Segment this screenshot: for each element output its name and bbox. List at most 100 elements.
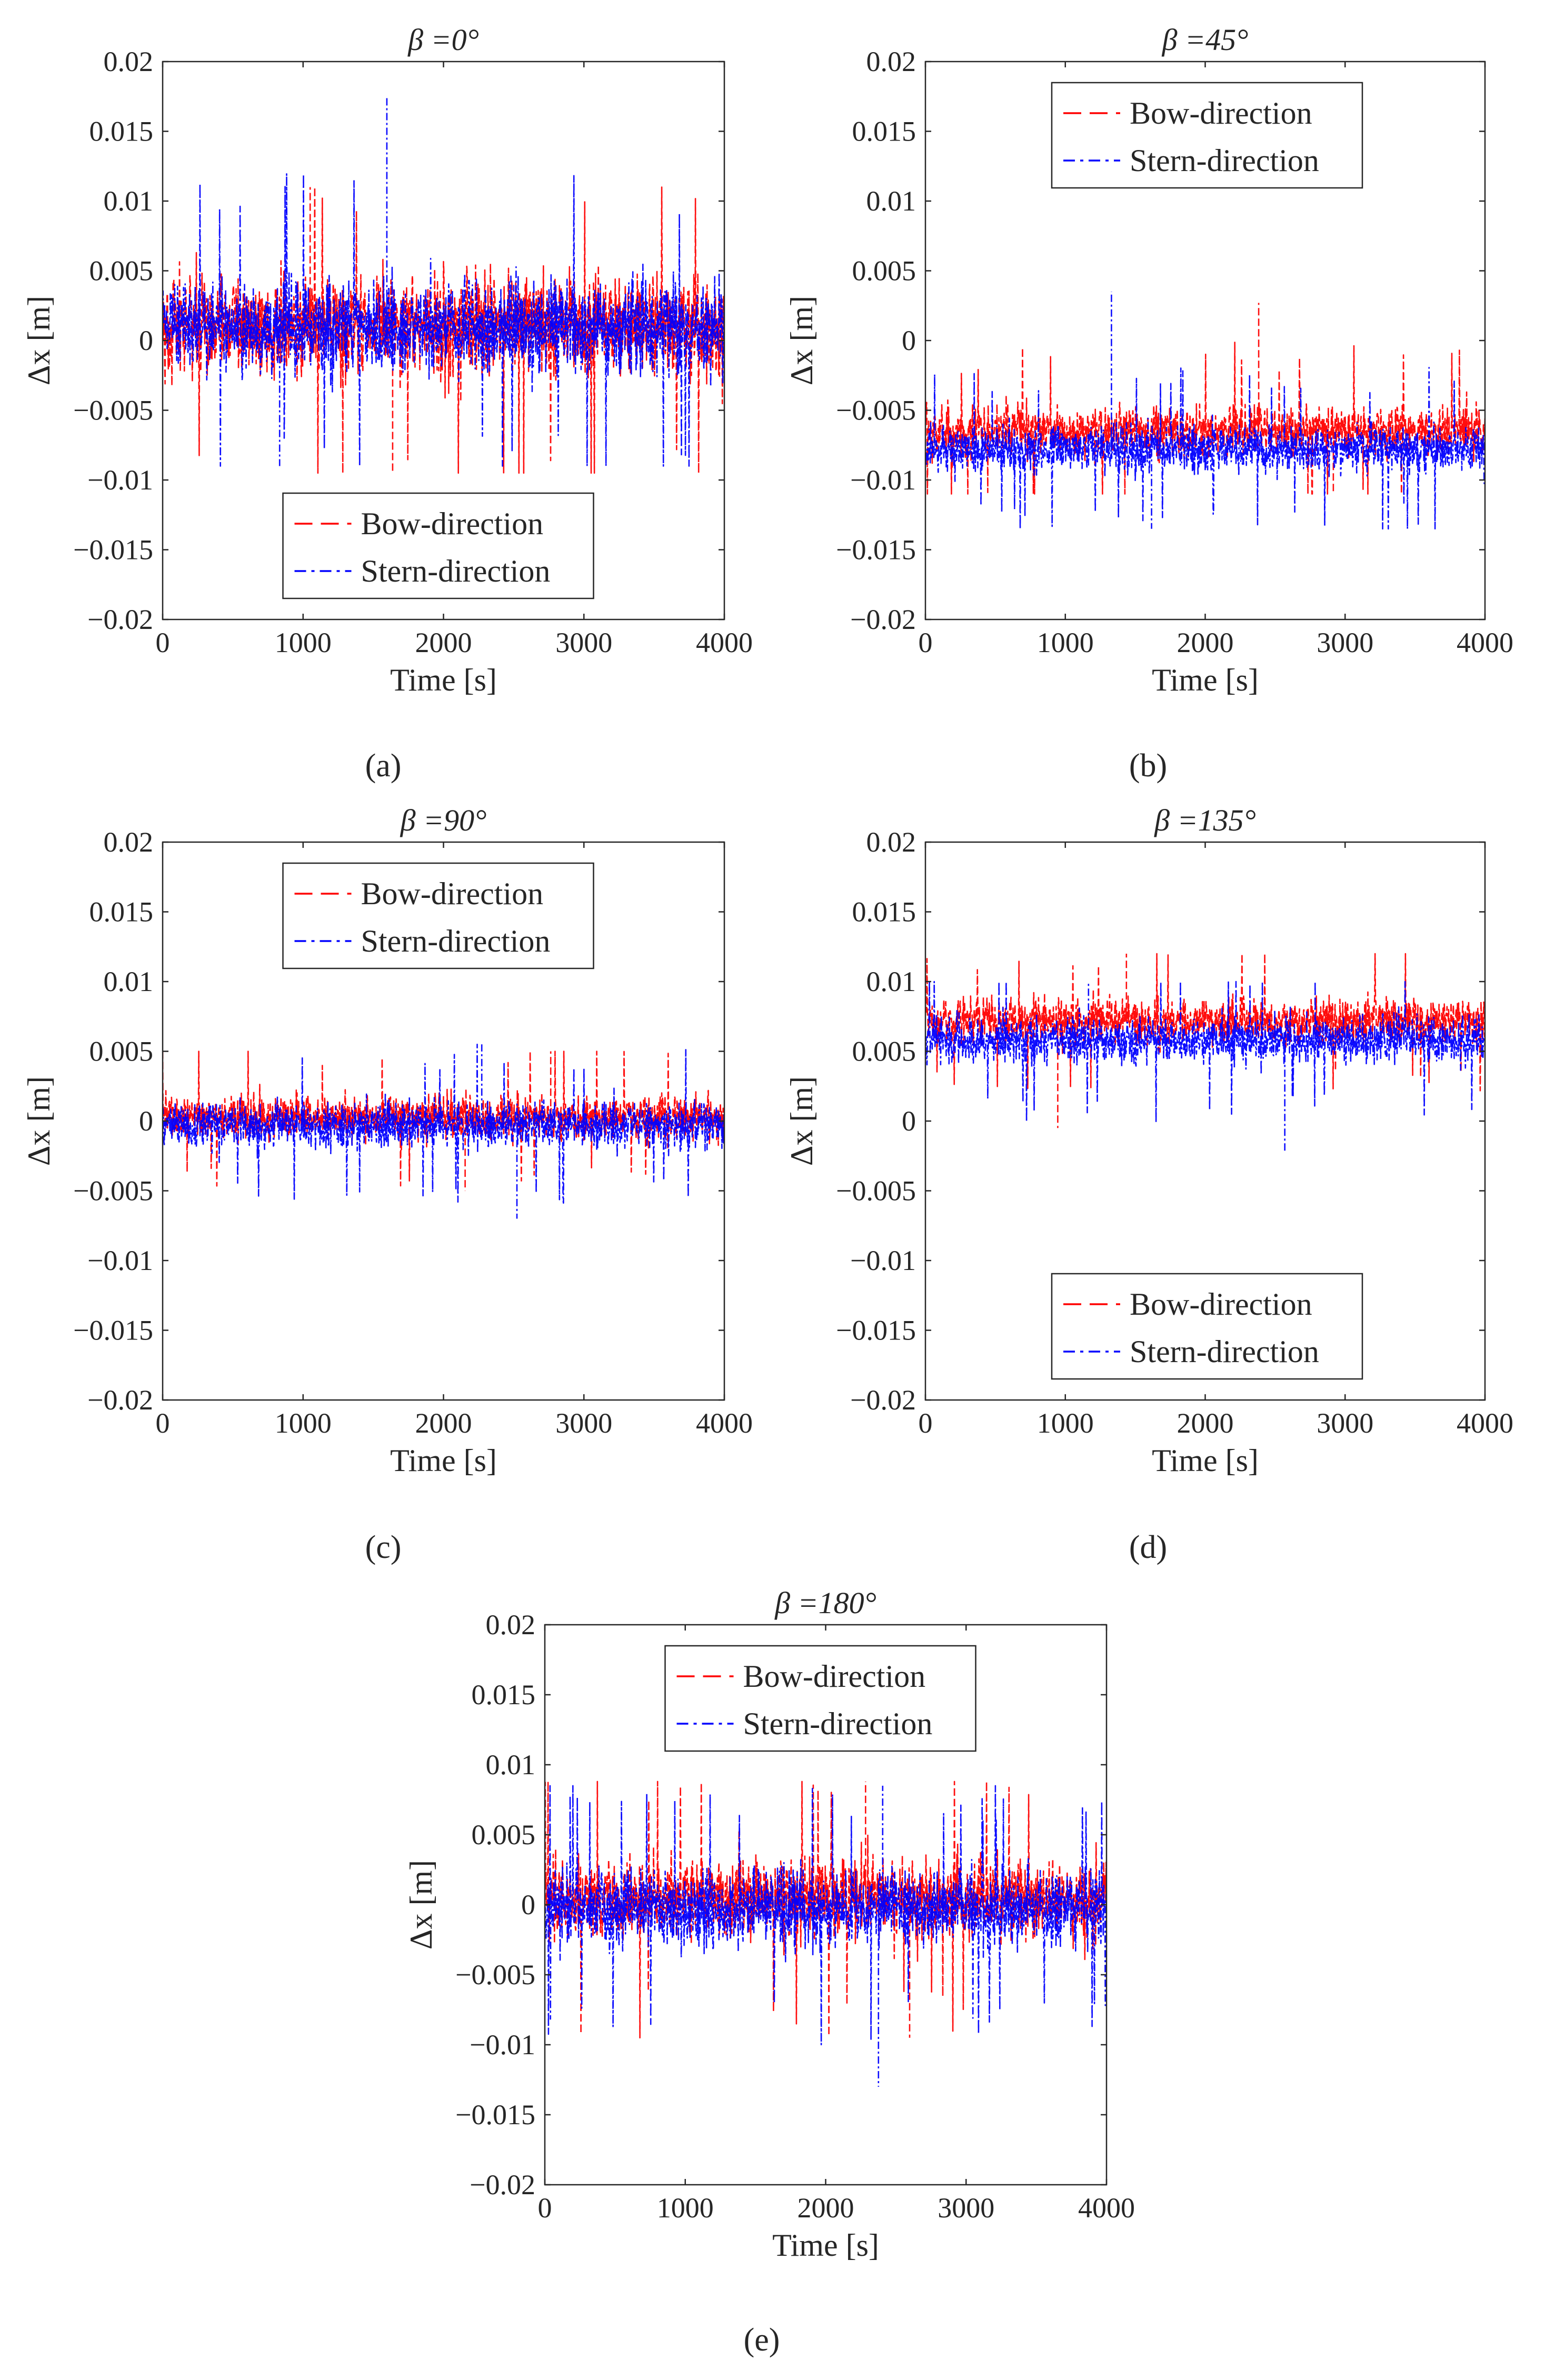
y-tick-label: −0.01 — [87, 464, 153, 496]
chart-panel-c: 0 1000 2000 3000 4000 −0.02 −0.015 −0.01 −0.005 0… — [22, 803, 753, 1565]
y-tick-label: 0 — [902, 1105, 916, 1137]
y-axis-label: Δx [m] — [22, 1076, 56, 1166]
legend-box — [282, 492, 594, 599]
y-axis-label: Δx [m] — [22, 296, 56, 385]
legend-label-bow: Bow-direction — [1130, 1287, 1312, 1322]
y-tick-label: 0 — [139, 1105, 153, 1137]
y-tick-label: 0.02 — [104, 826, 154, 858]
x-axis-label: Time [s] — [390, 663, 497, 697]
chart-title: β =180° — [774, 1586, 876, 1620]
x-tick-label: 3000 — [1317, 627, 1373, 658]
legend-label-stern: Stern-direction — [1130, 1334, 1319, 1369]
y-tick-label: 0.005 — [89, 255, 154, 287]
series-group — [163, 96, 724, 474]
series-line-stern — [925, 292, 1485, 530]
legend: Bow-direction Stern-direction — [282, 862, 594, 969]
x-tick-label: 2000 — [798, 2192, 854, 2224]
x-tick-label: 0 — [156, 1407, 170, 1439]
y-tick-label: 0.01 — [104, 185, 154, 217]
chart-panel-b: 0 1000 2000 3000 4000 −0.02 −0.015 −0.01 −0.005 0… — [784, 23, 1513, 784]
y-tick-label: 0.02 — [866, 826, 916, 858]
chart-title: β =135° — [1154, 803, 1256, 837]
y-tick-label: −0.005 — [836, 1175, 916, 1207]
legend-label-bow: Bow-direction — [1130, 96, 1312, 131]
y-axis-label: Δx [m] — [784, 1076, 819, 1166]
x-tick-label: 4000 — [1457, 627, 1513, 658]
legend-box — [1051, 82, 1363, 189]
panel-caption: (c) — [365, 1529, 402, 1565]
series-group — [925, 953, 1485, 1153]
y-tick-label: −0.01 — [87, 1245, 153, 1276]
legend-label-stern: Stern-direction — [361, 924, 551, 958]
y-axis-label: Δx [m] — [784, 296, 819, 385]
y-tick-label: 0.01 — [866, 966, 916, 997]
x-tick-label: 2000 — [415, 1407, 472, 1439]
y-tick-label: 0.02 — [104, 46, 154, 77]
x-axis-label: Time [s] — [390, 1443, 497, 1478]
y-tick-label: 0.015 — [89, 896, 154, 928]
y-tick-label: −0.01 — [850, 464, 916, 496]
series-line-stern — [163, 1044, 724, 1219]
y-tick-label: 0.005 — [472, 1819, 536, 1851]
y-tick-label: −0.005 — [73, 1175, 153, 1207]
y-tick-label: −0.015 — [836, 534, 916, 566]
y-tick-label: −0.02 — [850, 1384, 916, 1416]
y-tick-label: 0 — [521, 1889, 535, 1921]
y-tick-label: 0.02 — [486, 1609, 536, 1641]
x-axis-label: Time [s] — [1152, 663, 1259, 697]
y-tick-label: 0.015 — [472, 1679, 536, 1711]
x-tick-label: 0 — [538, 2192, 552, 2224]
y-tick-label: −0.02 — [87, 1384, 153, 1416]
y-tick-label: 0.01 — [486, 1749, 536, 1781]
y-tick-label: −0.015 — [836, 1315, 916, 1346]
legend-label-bow: Bow-direction — [361, 876, 544, 911]
panel-caption: (d) — [1129, 1529, 1167, 1565]
chart-title: β =45° — [1162, 23, 1249, 57]
y-tick-label: 0.005 — [89, 1036, 154, 1067]
x-tick-label: 1000 — [1037, 627, 1094, 658]
x-tick-label: 1000 — [275, 1407, 332, 1439]
panel-caption: (b) — [1129, 748, 1167, 784]
y-tick-label: 0.005 — [852, 1036, 916, 1067]
legend-label-stern: Stern-direction — [361, 554, 551, 588]
series-group — [545, 1781, 1107, 2087]
chart-panel-e: 0 1000 2000 3000 4000 −0.02 −0.015 −0.01 −0.005 0… — [404, 1586, 1135, 2358]
x-tick-label: 1000 — [275, 627, 332, 658]
chart-title: β =90° — [400, 803, 487, 837]
y-tick-label: −0.01 — [850, 1245, 916, 1276]
x-tick-label: 4000 — [696, 1407, 753, 1439]
y-tick-label: −0.015 — [455, 2099, 535, 2131]
y-tick-label: −0.02 — [850, 604, 916, 635]
x-tick-label: 2000 — [415, 627, 472, 658]
x-tick-label: 1000 — [657, 2192, 714, 2224]
legend-label-bow: Bow-direction — [743, 1659, 926, 1694]
y-tick-label: 0.005 — [852, 255, 916, 287]
chart-title: β =0° — [407, 23, 479, 57]
y-tick-label: −0.02 — [470, 2169, 535, 2201]
series-line-stern — [925, 981, 1485, 1153]
series-line-stern — [163, 96, 724, 467]
x-tick-label: 4000 — [696, 627, 753, 658]
series-line-bow — [925, 953, 1485, 1128]
legend-label-stern: Stern-direction — [1130, 143, 1319, 178]
x-tick-label: 1000 — [1037, 1407, 1094, 1439]
y-tick-label: −0.02 — [87, 604, 153, 635]
series-line-bow — [925, 303, 1485, 495]
x-tick-label: 3000 — [555, 627, 612, 658]
legend-box — [1051, 1273, 1363, 1380]
x-axis-label: Time [s] — [772, 2228, 879, 2263]
y-tick-label: 0.01 — [866, 185, 916, 217]
y-tick-label: −0.01 — [470, 2029, 535, 2061]
chart-panel-a: 0 1000 2000 3000 4000 −0.02 −0.015 −0.01 −0.005 0… — [22, 23, 753, 784]
y-tick-label: 0.02 — [866, 46, 916, 77]
y-tick-label: 0 — [139, 325, 153, 356]
legend: Bow-direction Stern-direction — [664, 1645, 976, 1752]
series-line-stern — [545, 1785, 1107, 2087]
panel-caption: (a) — [365, 748, 402, 784]
legend-label-bow: Bow-direction — [361, 506, 544, 541]
x-tick-label: 2000 — [1177, 1407, 1234, 1439]
x-tick-label: 0 — [156, 627, 170, 658]
y-tick-label: 0 — [902, 325, 916, 356]
chart-panel-d: 0 1000 2000 3000 4000 −0.02 −0.015 −0.01 −0.005 0… — [784, 803, 1513, 1565]
